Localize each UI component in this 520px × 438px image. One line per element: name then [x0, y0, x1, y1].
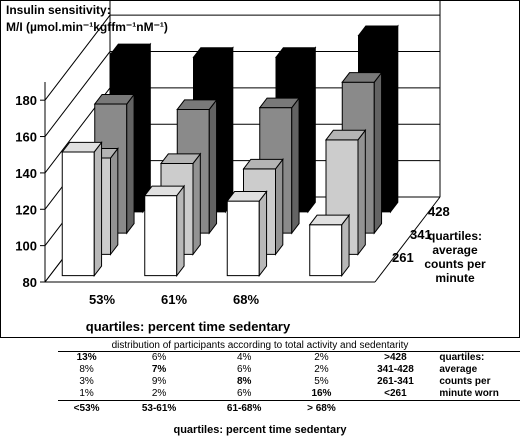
y-tick-label: 160 — [15, 130, 37, 145]
bar — [309, 224, 343, 277]
table-cell: 4% — [202, 351, 286, 364]
x-tick-label: 61% — [161, 292, 187, 307]
side-label: counts per — [439, 376, 491, 387]
bar-side — [225, 46, 234, 214]
table-cell: 9% — [151, 376, 167, 387]
row-label: <261 — [357, 388, 434, 401]
x-tick-label: 53% — [89, 292, 115, 307]
column-label: 61-68% — [226, 403, 262, 414]
bar-top — [192, 47, 234, 58]
table-cell: 2% — [285, 351, 358, 364]
column-label: <53% — [73, 403, 100, 414]
bar-top — [341, 72, 383, 83]
x-tick-label: 68% — [233, 292, 259, 307]
bar-top — [242, 158, 284, 170]
table-cell: 6% — [236, 364, 252, 375]
depth-tick-label: 261 — [392, 250, 414, 265]
table-cell: 7% — [151, 364, 167, 375]
table-row: 8% 7% 6% 2% 341-428 average — [58, 364, 520, 376]
depth-axis-title: average — [432, 243, 478, 257]
bar-side — [390, 24, 399, 214]
bar — [61, 151, 95, 277]
table-cell: 8% — [236, 376, 252, 387]
distribution-caption: distribution of participants according t… — [111, 340, 409, 351]
bar — [226, 200, 260, 277]
bar-side — [275, 157, 284, 256]
bar-side — [341, 213, 350, 278]
chart-title-line1: Insulin sensitivity: — [6, 3, 111, 17]
floor-side-edge — [374, 196, 441, 283]
bar-top — [308, 214, 351, 226]
table-cell: 13% — [58, 351, 116, 364]
bar-side — [373, 71, 383, 235]
row-label: >428 — [357, 351, 434, 364]
bar-top — [324, 129, 367, 141]
table-row: 3% 9% 8% 5% 261-341 counts per — [58, 376, 520, 388]
bar-side — [176, 184, 185, 278]
table-cell: 16% — [285, 388, 358, 401]
bar-top — [258, 97, 301, 109]
bar-side — [357, 128, 366, 256]
bar-side — [110, 146, 119, 256]
y-tick-label: 180 — [15, 93, 37, 108]
table-x-title: quartiles: percent time sedentary — [173, 424, 347, 436]
chart-title-line2: M/I (µmol.min⁻¹kgffm⁻¹nM⁻¹) — [6, 20, 168, 34]
bar-top — [109, 43, 152, 55]
table-cell: 2% — [314, 364, 329, 375]
depth-tick-label: 428 — [428, 204, 450, 219]
y-tick-label: 120 — [15, 202, 37, 217]
bar-side — [208, 98, 218, 235]
bar-side — [291, 96, 300, 235]
bar-top — [93, 93, 136, 105]
table-row: 13% 6% 4% 2% >428 quartiles: — [58, 351, 520, 364]
insulin-sensitivity-chart: 80 100 120 140 160 180 53% 61% 68% 261 341 428 quart… — [0, 0, 520, 340]
side-label: minute worn — [433, 388, 520, 401]
depth-tick-label: 341 — [410, 227, 432, 242]
column-label: > 68% — [307, 403, 336, 414]
bar-top — [143, 185, 186, 197]
table-cell: 8% — [79, 364, 94, 375]
bar-side — [258, 190, 268, 278]
table-cell: 6% — [115, 351, 203, 364]
bar-top — [357, 25, 399, 37]
bar-side — [126, 92, 135, 235]
table-cell: 1% — [58, 388, 116, 401]
depth-axis-title: counts per — [424, 257, 486, 271]
table-cell: 6% — [202, 388, 286, 401]
bar-side — [307, 46, 316, 214]
y-tick-label: 100 — [15, 239, 37, 254]
bar-side — [142, 42, 151, 214]
side-label: average — [439, 364, 478, 375]
bar-side — [192, 152, 201, 256]
bar-top — [274, 47, 317, 58]
bar — [144, 195, 178, 277]
table-footer-row: <53% 53-61% 61-68% > 68% — [58, 401, 520, 416]
side-label: quartiles: — [433, 351, 520, 364]
table-row: 1% 2% 6% 16% <261 minute worn — [58, 388, 520, 401]
distribution-table: 13% 6% 4% 2% >428 quartiles: 8% 7% 6% 2%… — [58, 351, 520, 415]
bar-top — [226, 191, 268, 202]
table-cell: 5% — [314, 376, 329, 387]
y-tick-label: 80 — [23, 275, 37, 290]
depth-axis-title: quartiles: — [428, 229, 482, 243]
x-axis-title: quartiles: percent time sedentary — [86, 319, 291, 334]
row-label: 261-341 — [377, 376, 414, 387]
bar-side — [93, 140, 103, 278]
column-label: 53-61% — [141, 403, 177, 414]
y-tick-label: 140 — [15, 166, 37, 181]
bar-top — [61, 141, 103, 153]
bar-top — [176, 99, 218, 110]
table-cell: 3% — [79, 376, 94, 387]
table-cell: 2% — [115, 388, 203, 401]
row-label: 341-428 — [377, 364, 414, 375]
bar-top — [159, 153, 202, 164]
depth-axis-title: minute — [435, 271, 475, 285]
